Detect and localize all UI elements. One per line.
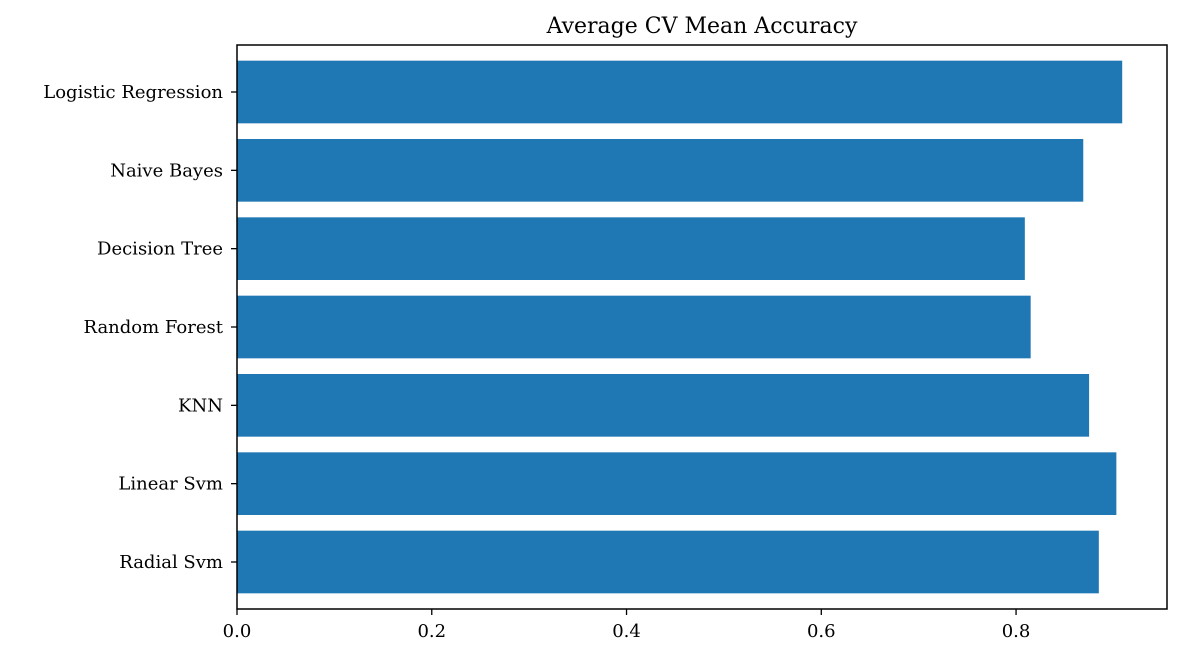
bar-radial-svm <box>237 530 1099 594</box>
chart-title: Average CV Mean Accuracy <box>546 14 858 39</box>
bar-linear-svm <box>237 452 1117 515</box>
y-tick-label: Logistic Regression <box>43 82 223 103</box>
x-tick-label: 0.8 <box>1002 621 1031 642</box>
y-tick-label: Naive Bayes <box>110 160 223 181</box>
y-tick-label: Linear Svm <box>118 474 223 495</box>
bar-decision-tree <box>237 217 1025 280</box>
y-axis: Logistic Regression Naive Bayes Decision T… <box>43 82 237 573</box>
bar-knn <box>237 374 1090 437</box>
x-tick-label: 0.6 <box>807 621 836 642</box>
plot-frame <box>236 44 1168 610</box>
bars-group <box>237 60 1123 594</box>
y-tick-label: Random Forest <box>83 317 223 338</box>
x-axis: 0.0 0.2 0.4 0.6 0.8 <box>223 609 1031 642</box>
bar-random-forest <box>237 295 1031 359</box>
bar-logistic-regression <box>237 60 1123 124</box>
x-tick-label: 0.2 <box>417 621 446 642</box>
y-tick-label: Decision Tree <box>97 239 223 260</box>
x-tick-label: 0.0 <box>223 621 252 642</box>
bar-naive-bayes <box>237 139 1084 202</box>
y-tick-label: KNN <box>178 395 223 416</box>
y-tick-label: Radial Svm <box>119 552 223 573</box>
x-tick-label: 0.4 <box>612 621 641 642</box>
